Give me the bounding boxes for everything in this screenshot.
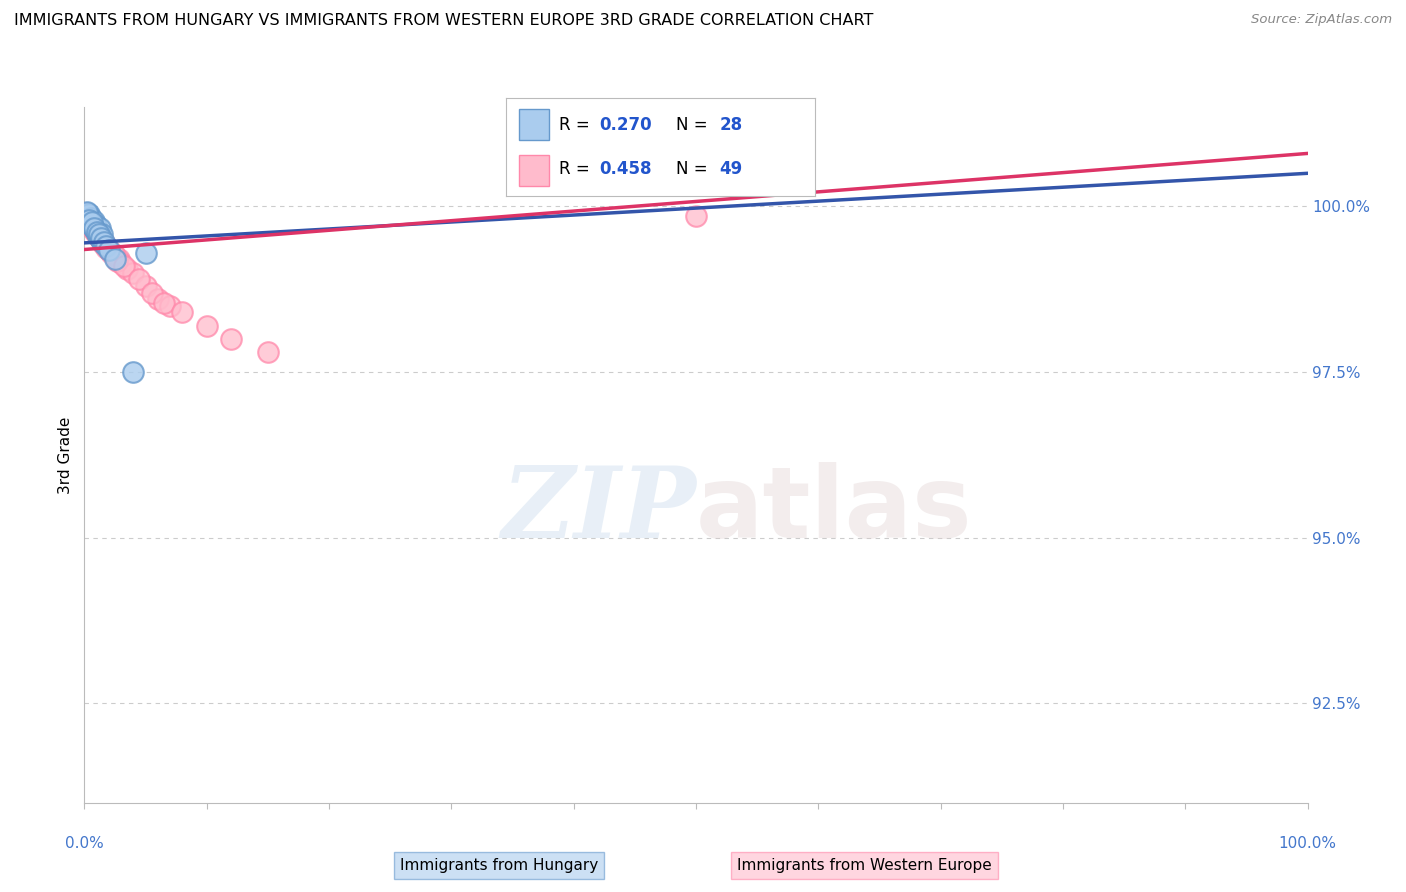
Point — [75, 207, 97, 221]
Point — [135, 279, 157, 293]
Point — [104, 249, 127, 263]
Point — [257, 345, 280, 359]
Point — [90, 233, 112, 247]
Point — [87, 229, 110, 244]
Point — [77, 214, 100, 228]
Point — [172, 305, 194, 319]
Point — [76, 204, 98, 219]
Point — [77, 212, 100, 227]
Text: 0.0%: 0.0% — [65, 836, 104, 851]
Point — [87, 227, 110, 242]
Text: atlas: atlas — [696, 462, 973, 559]
Point — [195, 318, 218, 333]
Point — [84, 225, 107, 239]
Point — [96, 239, 118, 253]
Point — [86, 226, 108, 240]
Point — [87, 227, 110, 242]
Text: Immigrants from Western Europe: Immigrants from Western Europe — [737, 858, 993, 872]
Point — [91, 234, 114, 248]
Point — [86, 225, 108, 239]
Point — [94, 238, 117, 252]
Point — [82, 219, 104, 234]
Text: Source: ZipAtlas.com: Source: ZipAtlas.com — [1251, 13, 1392, 27]
Point — [83, 222, 105, 236]
Point — [159, 299, 181, 313]
Point — [94, 240, 117, 254]
Point — [75, 206, 97, 220]
Text: R =: R = — [558, 116, 595, 134]
Point — [87, 229, 110, 244]
Point — [104, 252, 127, 267]
Point — [93, 235, 115, 250]
Point — [80, 211, 103, 226]
Point — [91, 227, 114, 242]
Text: 100.0%: 100.0% — [1278, 836, 1337, 851]
Point — [80, 218, 103, 232]
Point — [77, 211, 100, 226]
Point — [93, 235, 115, 250]
Point — [141, 285, 163, 300]
Point — [110, 256, 132, 270]
Point — [82, 220, 104, 235]
Point — [83, 222, 105, 236]
Point — [107, 252, 129, 267]
Point — [76, 206, 98, 220]
Point — [115, 262, 138, 277]
Text: N =: N = — [676, 160, 713, 178]
Text: 49: 49 — [720, 160, 742, 178]
Point — [91, 235, 114, 250]
Point — [100, 245, 122, 260]
Point — [153, 295, 176, 310]
Point — [128, 272, 150, 286]
Point — [219, 332, 242, 346]
Point — [135, 245, 157, 260]
Point — [112, 259, 135, 273]
Point — [90, 233, 112, 247]
Point — [90, 231, 112, 245]
Text: IMMIGRANTS FROM HUNGARY VS IMMIGRANTS FROM WESTERN EUROPE 3RD GRADE CORRELATION : IMMIGRANTS FROM HUNGARY VS IMMIGRANTS FR… — [14, 13, 873, 29]
Point — [90, 233, 112, 247]
Point — [89, 231, 111, 245]
Point — [80, 215, 103, 229]
Text: R =: R = — [558, 160, 595, 178]
Text: 28: 28 — [720, 116, 742, 134]
Point — [77, 207, 100, 221]
Point — [79, 216, 101, 230]
Point — [83, 214, 105, 228]
Point — [98, 244, 121, 259]
Point — [146, 292, 169, 306]
Bar — [519, 155, 550, 186]
Bar — [519, 109, 550, 140]
Text: 0.458: 0.458 — [599, 160, 651, 178]
Text: Immigrants from Hungary: Immigrants from Hungary — [399, 858, 599, 872]
Point — [83, 220, 105, 235]
Point — [105, 253, 128, 268]
Point — [97, 243, 120, 257]
Point — [76, 210, 98, 224]
Y-axis label: 3rd Grade: 3rd Grade — [58, 417, 73, 493]
Point — [75, 210, 97, 224]
Point — [83, 222, 105, 236]
Point — [685, 210, 707, 224]
Point — [86, 226, 108, 240]
Text: N =: N = — [676, 116, 713, 134]
Point — [84, 218, 107, 232]
Point — [79, 216, 101, 230]
Text: ZIP: ZIP — [501, 462, 696, 558]
Point — [77, 212, 100, 227]
Text: 0.270: 0.270 — [599, 116, 651, 134]
Point — [89, 220, 111, 235]
Point — [122, 266, 145, 280]
Point — [87, 228, 110, 243]
Point — [122, 365, 145, 379]
Point — [97, 243, 120, 257]
Point — [80, 219, 103, 234]
Point — [84, 225, 107, 239]
Point — [103, 247, 125, 261]
Point — [91, 236, 114, 251]
Point — [96, 239, 118, 253]
